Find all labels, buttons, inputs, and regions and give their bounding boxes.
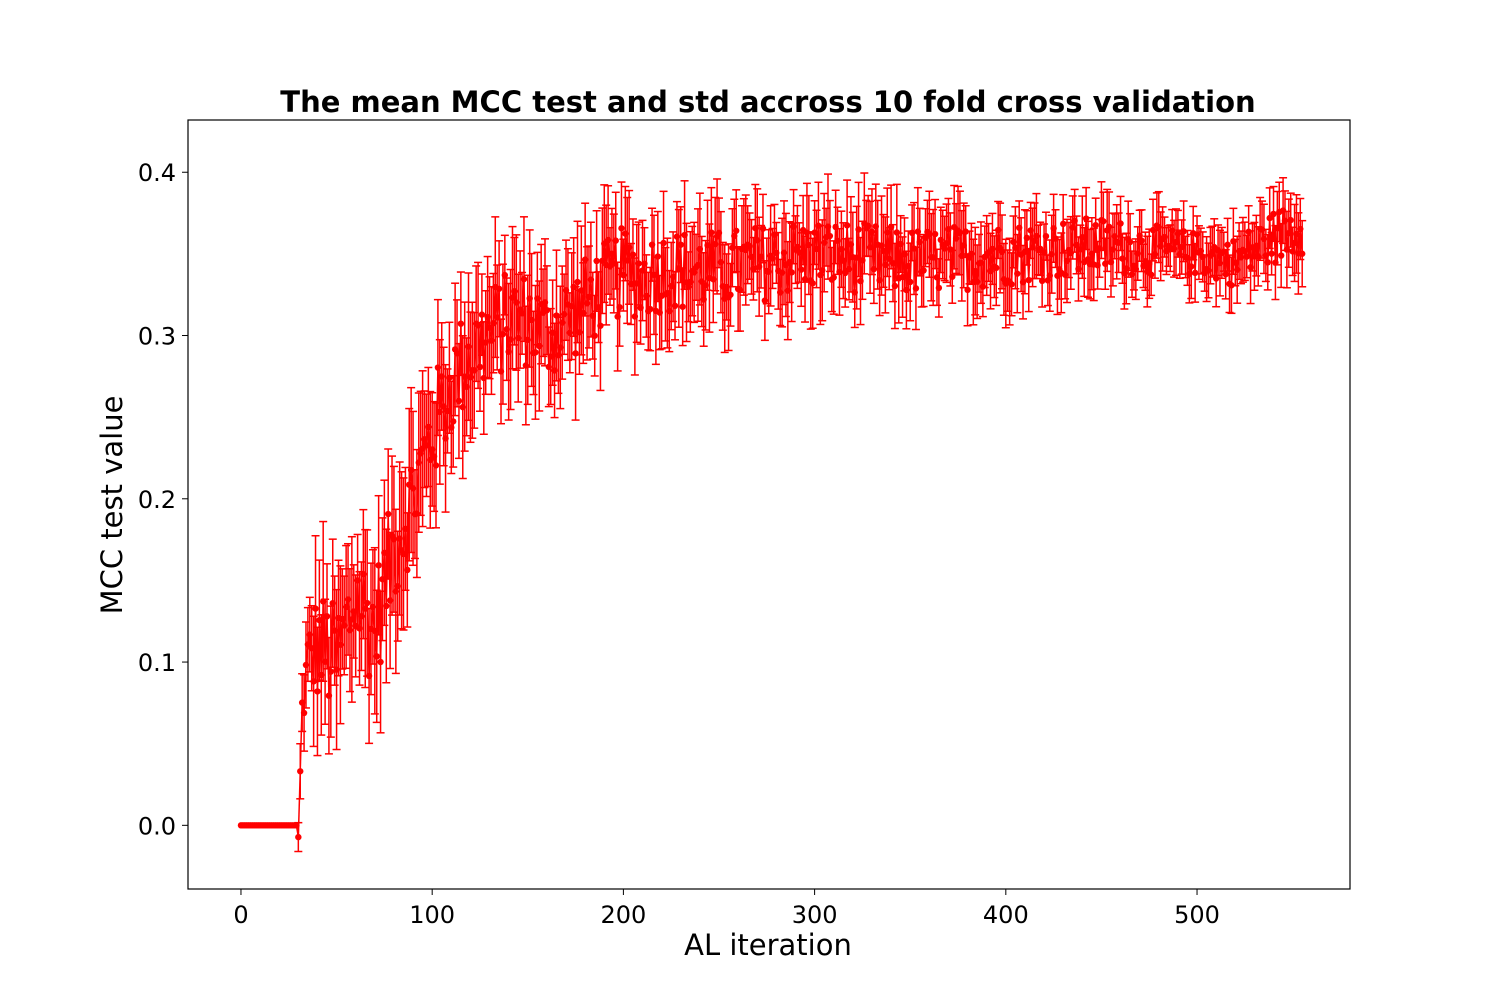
- x-tick-label: 200: [600, 901, 646, 929]
- chart-title: The mean MCC test and std accross 10 fol…: [280, 85, 1255, 119]
- x-tick-label: 100: [409, 901, 455, 929]
- y-tick-label: 0.2: [138, 486, 176, 514]
- errorbar-series: [237, 172, 1307, 853]
- y-tick-label: 0.4: [138, 159, 176, 187]
- data-point: [312, 605, 319, 612]
- data-point: [574, 278, 581, 286]
- data-point: [375, 562, 382, 569]
- y-tick-label: 0.3: [138, 323, 176, 351]
- x-tick-label: 300: [792, 901, 838, 929]
- data-point: [495, 285, 503, 292]
- data-point: [635, 260, 642, 267]
- data-point: [501, 271, 509, 279]
- x-tick-label: 0: [233, 901, 248, 929]
- data-point: [323, 613, 331, 620]
- data-point: [1298, 250, 1306, 257]
- data-point: [457, 320, 465, 327]
- data-point: [363, 599, 371, 607]
- x-axis-ticks: 0 100 200 300 400 500: [233, 889, 1220, 929]
- x-axis-label: AL iteration: [684, 928, 852, 962]
- data-point: [478, 311, 486, 318]
- y-tick-label: 0.0: [138, 812, 176, 840]
- data-point: [383, 602, 390, 610]
- plot-frame: [187, 119, 1351, 890]
- y-axis-ticks: 0.0 0.1 0.2 0.3 0.4: [138, 159, 188, 840]
- y-axis-label: MCC test value: [95, 396, 129, 615]
- x-tick-label: 400: [983, 901, 1029, 929]
- y-tick-label: 0.1: [138, 649, 176, 677]
- x-tick-label: 500: [1174, 901, 1220, 929]
